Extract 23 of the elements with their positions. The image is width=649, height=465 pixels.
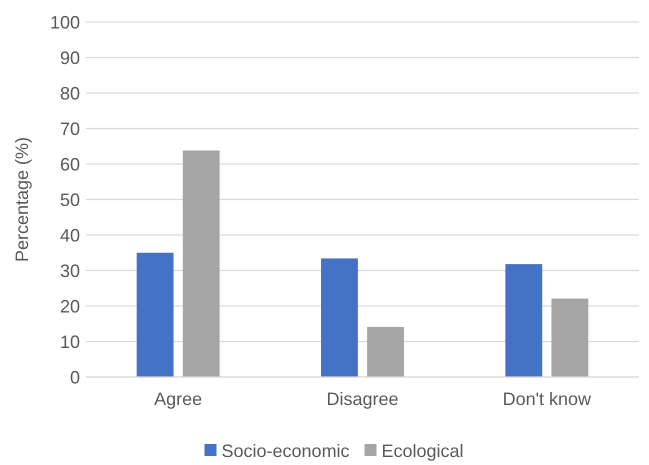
bar	[321, 258, 358, 377]
bar	[182, 150, 220, 377]
legend-label: Socio-economic	[222, 440, 350, 461]
y-tick-label: 20	[60, 296, 80, 316]
legend-label: Ecological	[382, 440, 464, 461]
y-tick-label: 80	[60, 83, 80, 104]
y-tick-label: 60	[60, 154, 80, 174]
y-tick-label: 50	[60, 190, 80, 210]
y-tick-label: 0	[70, 367, 80, 388]
y-tick-label: 30	[60, 260, 80, 281]
bar	[136, 252, 174, 377]
x-tick-label: Disagree	[326, 389, 399, 409]
x-tick-label: Don't know	[502, 389, 592, 409]
y-tick-label: 40	[60, 225, 80, 246]
y-tick-label: 10	[60, 332, 80, 352]
y-axis-title: Percentage (%)	[12, 136, 32, 262]
y-tick-label: 100	[50, 12, 80, 32]
x-tick-label: Agree	[154, 389, 202, 409]
bar	[551, 298, 588, 377]
y-tick-label: 90	[60, 48, 80, 68]
bar	[367, 326, 404, 377]
y-tick-label: 70	[60, 118, 80, 139]
bar	[505, 264, 542, 377]
